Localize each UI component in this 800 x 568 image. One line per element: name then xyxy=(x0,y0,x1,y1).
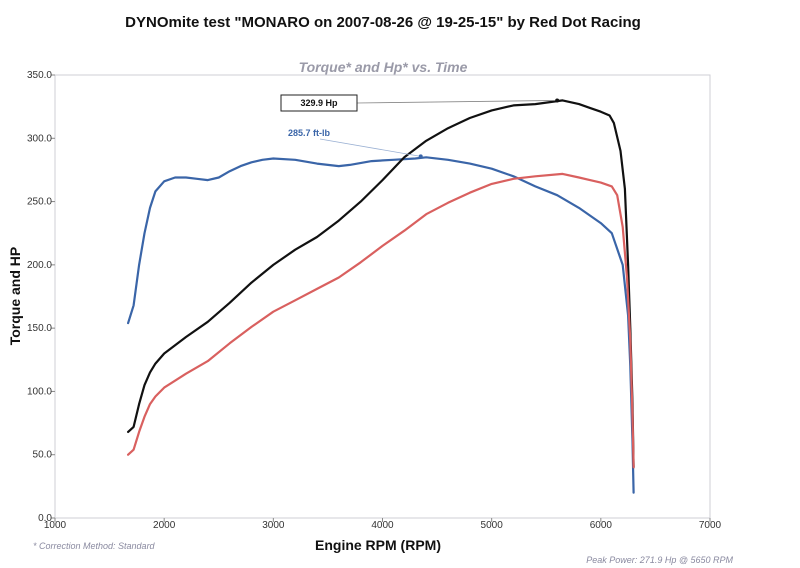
chart-subtitle: Torque* and Hp* vs. Time xyxy=(299,59,468,75)
y-axis-ticks: 0.0 50.0 100.0 150.0 200.0 250.0 300.0 350.0 xyxy=(27,70,55,524)
annotation-layer: 329.9 Hp 285.7 ft-lb xyxy=(280,94,560,159)
x-tick-label: 3000 xyxy=(262,520,285,531)
x-tick-label: 4000 xyxy=(371,520,394,531)
x-tick-label: 2000 xyxy=(153,520,176,531)
x-tick-label: 6000 xyxy=(590,520,613,531)
y-tick-label: 300.0 xyxy=(27,133,52,144)
series-layer xyxy=(127,99,635,494)
y-tick-label: 0.0 xyxy=(38,513,52,524)
torque-callout-leader xyxy=(319,138,421,157)
y-tick-label: 50.0 xyxy=(33,450,53,461)
correction-method-note: * Correction Method: Standard xyxy=(33,541,156,551)
torque-peak-marker xyxy=(418,154,423,159)
hp-callout-leader xyxy=(356,100,558,104)
x-axis-ticks: 1000 2000 3000 4000 5000 6000 7000 xyxy=(44,518,722,531)
peak-power-note: Peak Power: 271.9 Hp @ 5650 RPM xyxy=(586,555,733,565)
y-axis-label: Torque and HP xyxy=(7,247,23,346)
hp-peak-marker xyxy=(555,98,560,103)
torque-callout-label: 285.7 ft-lb xyxy=(288,128,331,138)
series-line-torque-ft-lb xyxy=(127,156,635,494)
y-tick-label: 150.0 xyxy=(27,323,52,334)
y-tick-label: 100.0 xyxy=(27,386,52,397)
hp-callout-label: 329.9 Hp xyxy=(300,98,338,108)
x-axis-label: Engine RPM (RPM) xyxy=(315,537,441,553)
series-line-power-hp xyxy=(127,99,635,469)
x-tick-label: 1000 xyxy=(44,520,67,531)
x-tick-label: 7000 xyxy=(699,520,722,531)
y-tick-label: 350.0 xyxy=(27,70,52,81)
chart-title: DYNOmite test "MONARO on 2007-08-26 @ 19… xyxy=(125,14,641,31)
series-line-torque-red xyxy=(127,172,635,469)
x-tick-label: 5000 xyxy=(481,520,504,531)
y-tick-label: 250.0 xyxy=(27,197,52,208)
plot-area xyxy=(54,74,711,519)
hp-callout-box xyxy=(280,94,358,112)
y-tick-label: 200.0 xyxy=(27,260,52,271)
